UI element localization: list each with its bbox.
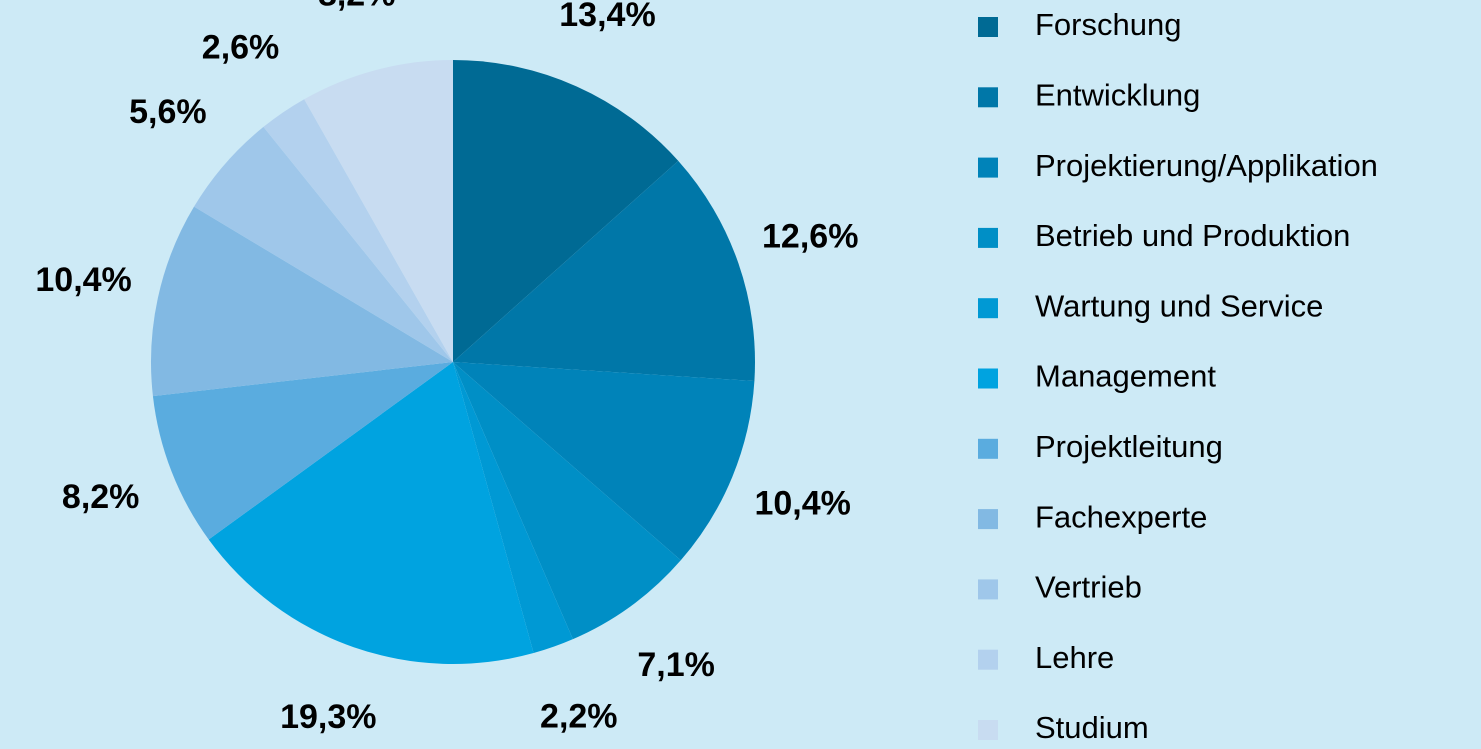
legend-label: Entwicklung: [1035, 77, 1200, 112]
pie-slice: [194, 126, 453, 362]
value-label: 19,3%: [280, 698, 376, 736]
value-label: 10,4%: [754, 485, 850, 523]
legend-swatch: [978, 649, 998, 670]
pie-slice: [152, 362, 453, 540]
legend-swatch: [978, 438, 998, 459]
legend-label: Studium: [1035, 710, 1149, 745]
pie-slice: [150, 206, 453, 397]
value-label: 8,2%: [62, 478, 140, 516]
legend-label: Wartung und Service: [1035, 288, 1323, 323]
legend-swatch: [978, 298, 998, 319]
pie-slice: [453, 362, 755, 561]
value-label: 8,2%: [318, 0, 396, 13]
legend-label: Projektierung/Applikation: [1035, 148, 1378, 183]
value-label: 10,4%: [35, 261, 131, 299]
legend-label: Forschung: [1035, 7, 1181, 42]
legend-label: Fachexperte: [1035, 499, 1207, 534]
value-label: 5,6%: [129, 93, 207, 131]
legend-label: Management: [1035, 359, 1216, 394]
legend-swatch: [978, 157, 998, 178]
legend-swatch: [978, 17, 998, 37]
legend-label: Lehre: [1035, 640, 1114, 675]
pie-slice: [453, 60, 679, 362]
legend-swatch: [978, 509, 998, 530]
legend-swatch: [978, 720, 998, 740]
legend-swatch: [978, 368, 998, 389]
legend-swatch: [978, 227, 998, 248]
legend-swatch: [978, 87, 998, 108]
value-label: 7,1%: [637, 646, 715, 684]
pie-slice: [304, 60, 453, 362]
legend-label: Vertrieb: [1035, 570, 1142, 605]
legend-swatch: [978, 579, 998, 600]
pie-slice: [208, 362, 534, 665]
legend-label: Projektleitung: [1035, 429, 1223, 464]
pie-slice: [453, 362, 573, 654]
value-label: 2,2%: [540, 697, 618, 735]
value-label: 13,4%: [559, 0, 655, 34]
pie-slice: [453, 362, 681, 640]
pie-slice: [263, 99, 453, 363]
legend-label: Betrieb und Produktion: [1035, 218, 1350, 253]
pie-slice: [453, 160, 755, 381]
value-label: 2,6%: [202, 28, 280, 66]
value-label: 12,6%: [762, 217, 858, 255]
